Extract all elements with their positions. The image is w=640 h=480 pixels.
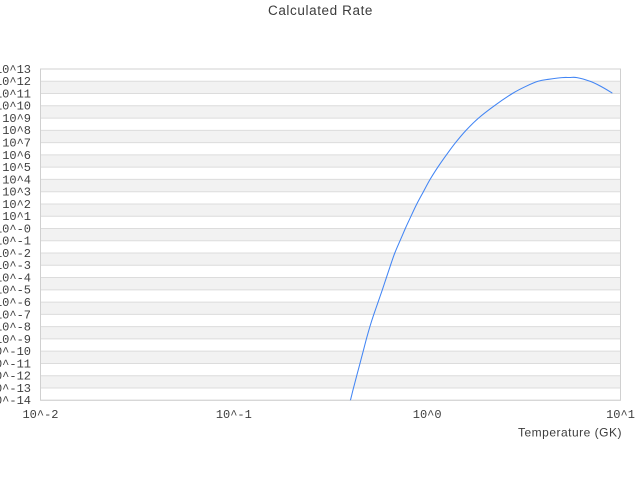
svg-text:10^-4: 10^-4 [0, 271, 31, 285]
svg-text:10^-8: 10^-8 [0, 321, 31, 335]
svg-text:10^1: 10^1 [606, 408, 635, 422]
svg-text:10^-13: 10^-13 [0, 382, 31, 396]
svg-text:10^8: 10^8 [2, 124, 31, 138]
svg-text:10^5: 10^5 [2, 161, 31, 175]
svg-text:10^3: 10^3 [2, 186, 31, 200]
svg-text:10^11: 10^11 [0, 87, 31, 101]
svg-text:10^-11: 10^-11 [0, 357, 31, 371]
svg-text:10^0: 10^0 [413, 408, 442, 422]
svg-text:10^1: 10^1 [2, 210, 31, 224]
svg-text:10^12: 10^12 [0, 75, 31, 89]
svg-text:10^13: 10^13 [0, 63, 31, 77]
svg-text:10^-1: 10^-1 [216, 408, 252, 422]
svg-text:10^10: 10^10 [0, 100, 31, 114]
svg-text:10^-0: 10^-0 [0, 222, 31, 236]
svg-text:10^-10: 10^-10 [0, 345, 31, 359]
svg-text:10^9: 10^9 [2, 112, 31, 126]
svg-text:10^-1: 10^-1 [0, 235, 31, 249]
svg-text:10^2: 10^2 [2, 198, 31, 212]
svg-text:10^-3: 10^-3 [0, 259, 31, 273]
svg-text:10^-14: 10^-14 [0, 394, 31, 408]
svg-text:10^-5: 10^-5 [0, 284, 31, 298]
svg-text:10^-9: 10^-9 [0, 333, 31, 347]
svg-text:10^4: 10^4 [2, 173, 31, 187]
svg-text:Calculated Rate: Calculated Rate [268, 3, 373, 18]
svg-text:10^-2: 10^-2 [0, 247, 31, 261]
svg-text:10^-7: 10^-7 [0, 308, 31, 322]
svg-text:10^6: 10^6 [2, 149, 31, 163]
svg-text:10^-2: 10^-2 [22, 408, 58, 422]
svg-text:10^-12: 10^-12 [0, 370, 31, 384]
svg-text:10^7: 10^7 [2, 137, 31, 151]
svg-text:10^-6: 10^-6 [0, 296, 31, 310]
svg-text:Temperature (GK): Temperature (GK) [518, 426, 622, 440]
